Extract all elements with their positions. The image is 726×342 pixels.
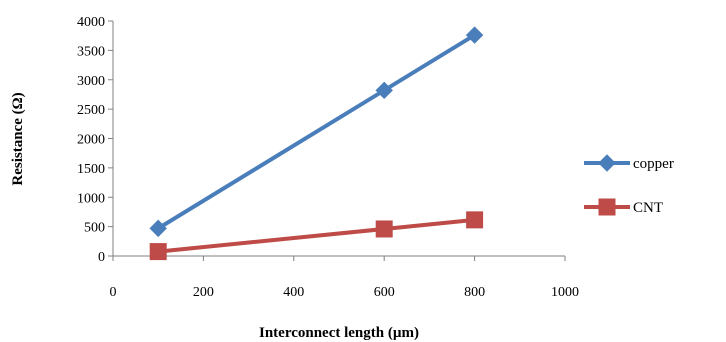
x-tick-label: 0 xyxy=(110,285,117,300)
x-tick-label: 800 xyxy=(464,285,485,300)
x-axis-title: Interconnect length (µm) xyxy=(259,325,419,341)
data-point xyxy=(375,220,393,238)
data-point xyxy=(465,26,484,44)
y-tick-label: 2500 xyxy=(77,103,105,118)
axes-layer: 0 500 1000 1500 2000 2500 3000 3500 4000 0 200 400 6… xyxy=(77,15,579,300)
legend-label: CNT xyxy=(633,200,663,216)
series-cnt xyxy=(149,211,484,261)
data-point xyxy=(149,243,167,261)
legend-marker xyxy=(598,198,616,216)
y-tick-label: 2000 xyxy=(77,133,105,148)
y-tick-label: 0 xyxy=(98,250,105,265)
legend-item-copper: copper xyxy=(584,154,674,172)
data-point xyxy=(375,81,393,100)
legend-label: copper xyxy=(633,156,674,172)
x-tick-label: 600 xyxy=(374,285,395,300)
y-tick-label: 3500 xyxy=(77,44,105,59)
legend: copper CNT xyxy=(584,154,674,216)
x-tick-label: 1000 xyxy=(551,285,579,300)
x-tick-label: 200 xyxy=(193,285,214,300)
series-layer xyxy=(149,26,484,261)
series-line xyxy=(157,33,476,231)
series-copper xyxy=(149,26,484,238)
data-point xyxy=(149,219,167,238)
y-tick-label: 4000 xyxy=(77,15,105,30)
legend-marker xyxy=(598,154,616,172)
series-line xyxy=(158,217,475,254)
y-tick-label: 3000 xyxy=(77,74,105,89)
y-tick-label: 1500 xyxy=(77,162,105,177)
y-tick-label: 1000 xyxy=(77,191,105,206)
x-tick-label: 400 xyxy=(283,285,304,300)
y-tick-label: 500 xyxy=(84,221,105,236)
legend-item-cnt: CNT xyxy=(584,198,663,216)
y-axis-title: Resistance (Ω) xyxy=(10,92,26,185)
data-point xyxy=(466,211,484,229)
